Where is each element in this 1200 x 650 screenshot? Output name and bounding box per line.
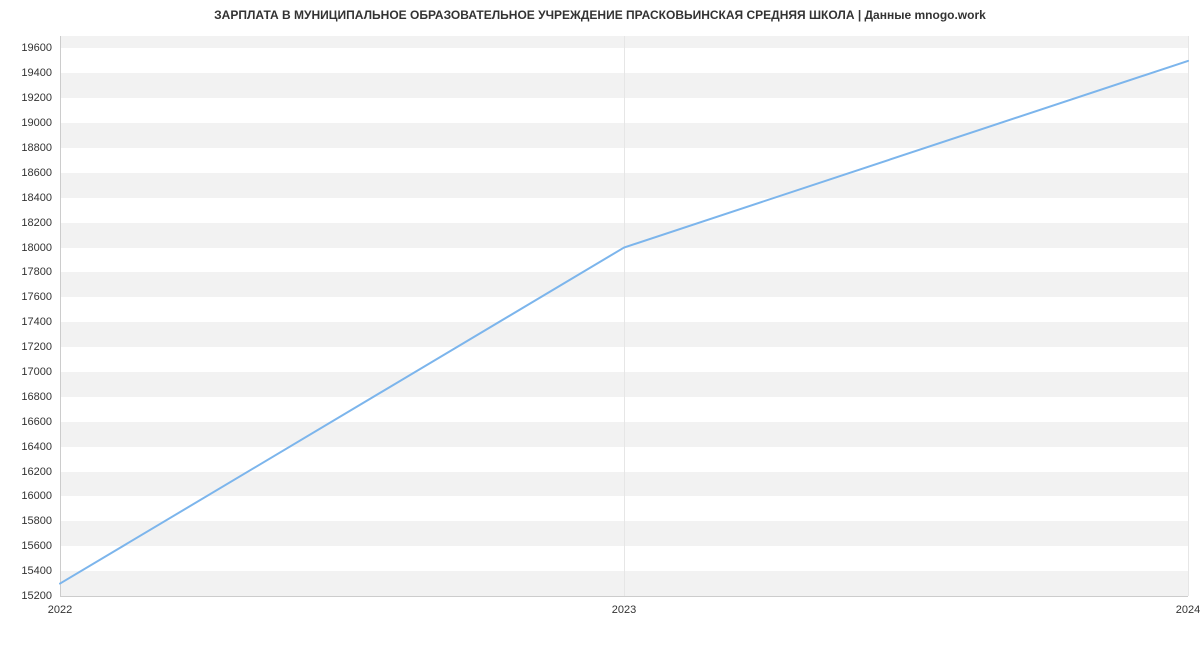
y-tick-label: 17400 (21, 316, 52, 328)
y-tick-label: 16600 (21, 416, 52, 428)
x-tick-label: 2022 (48, 604, 72, 616)
y-tick-label: 18200 (21, 217, 52, 229)
y-tick-label: 17200 (21, 341, 52, 353)
y-tick-label: 15800 (21, 515, 52, 527)
y-tick-label: 19200 (21, 92, 52, 104)
y-tick-label: 15400 (21, 565, 52, 577)
chart-container: ЗАРПЛАТА В МУНИЦИПАЛЬНОЕ ОБРАЗОВАТЕЛЬНОЕ… (0, 0, 1200, 650)
y-tick-label: 16000 (21, 490, 52, 502)
y-tick-label: 15600 (21, 540, 52, 552)
y-tick-label: 19000 (21, 117, 52, 129)
y-tick-label: 18000 (21, 242, 52, 254)
series-line-salary (60, 61, 1188, 584)
chart-title: ЗАРПЛАТА В МУНИЦИПАЛЬНОЕ ОБРАЗОВАТЕЛЬНОЕ… (0, 8, 1200, 22)
y-tick-label: 16400 (21, 441, 52, 453)
y-tick-label: 18800 (21, 142, 52, 154)
y-tick-label: 19600 (21, 42, 52, 54)
x-axis-line (60, 596, 1188, 597)
line-layer (60, 36, 1188, 596)
y-tick-label: 17000 (21, 366, 52, 378)
x-tick-label: 2024 (1176, 604, 1200, 616)
y-tick-label: 17600 (21, 291, 52, 303)
y-tick-label: 18600 (21, 167, 52, 179)
y-tick-label: 19400 (21, 67, 52, 79)
x-grid-line (1188, 36, 1189, 596)
y-tick-label: 18400 (21, 192, 52, 204)
y-tick-label: 17800 (21, 266, 52, 278)
plot-area: 1520015400156001580016000162001640016600… (60, 36, 1188, 596)
y-tick-label: 16200 (21, 466, 52, 478)
y-tick-label: 15200 (21, 590, 52, 602)
x-tick-label: 2023 (612, 604, 636, 616)
y-tick-label: 16800 (21, 391, 52, 403)
